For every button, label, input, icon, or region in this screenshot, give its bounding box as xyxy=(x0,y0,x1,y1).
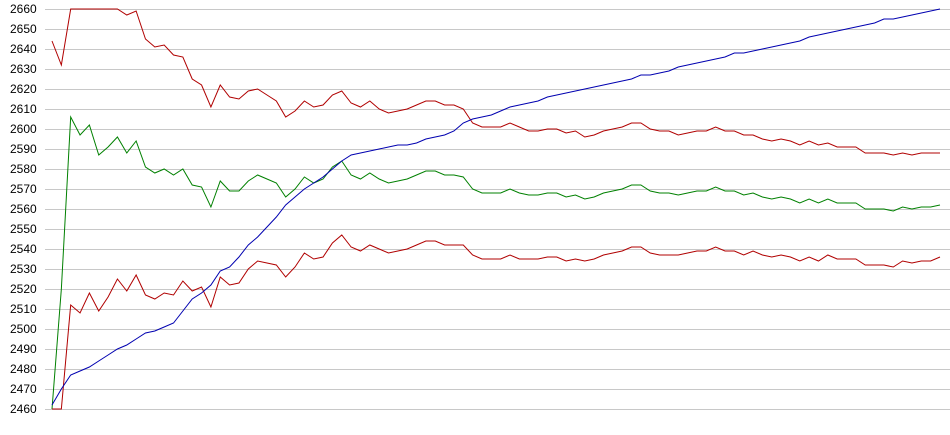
line-series xyxy=(52,234,941,410)
y-tick-label: 2470 xyxy=(10,382,37,396)
y-tick-label: 2530 xyxy=(10,262,37,276)
y-tick-label: 2540 xyxy=(10,242,37,256)
y-tick-label: 2510 xyxy=(10,302,37,316)
line-series xyxy=(51,115,941,410)
y-tick-label: 2590 xyxy=(10,142,37,156)
y-tick-label: 2610 xyxy=(10,102,37,116)
y-tick-label: 2630 xyxy=(10,62,37,76)
y-tick-label: 2490 xyxy=(10,342,37,356)
y-tick-label: 2660 xyxy=(10,2,37,16)
y-tick-label: 2640 xyxy=(10,42,37,56)
line-series xyxy=(51,8,941,406)
y-tick-label: 2650 xyxy=(10,22,37,36)
y-tick-label: 2620 xyxy=(10,82,37,96)
line-series xyxy=(51,8,940,156)
y-tick-label: 2570 xyxy=(10,182,37,196)
y-tick-label: 2460 xyxy=(10,402,37,416)
y-tick-label: 2520 xyxy=(10,282,37,296)
y-tick-label: 2600 xyxy=(10,122,37,136)
y-tick-label: 2550 xyxy=(10,222,37,236)
y-tick-label: 2580 xyxy=(10,162,37,176)
y-tick-label: 2500 xyxy=(10,322,37,336)
y-tick-label: 2480 xyxy=(10,362,37,376)
y-tick-label: 2560 xyxy=(10,202,37,216)
